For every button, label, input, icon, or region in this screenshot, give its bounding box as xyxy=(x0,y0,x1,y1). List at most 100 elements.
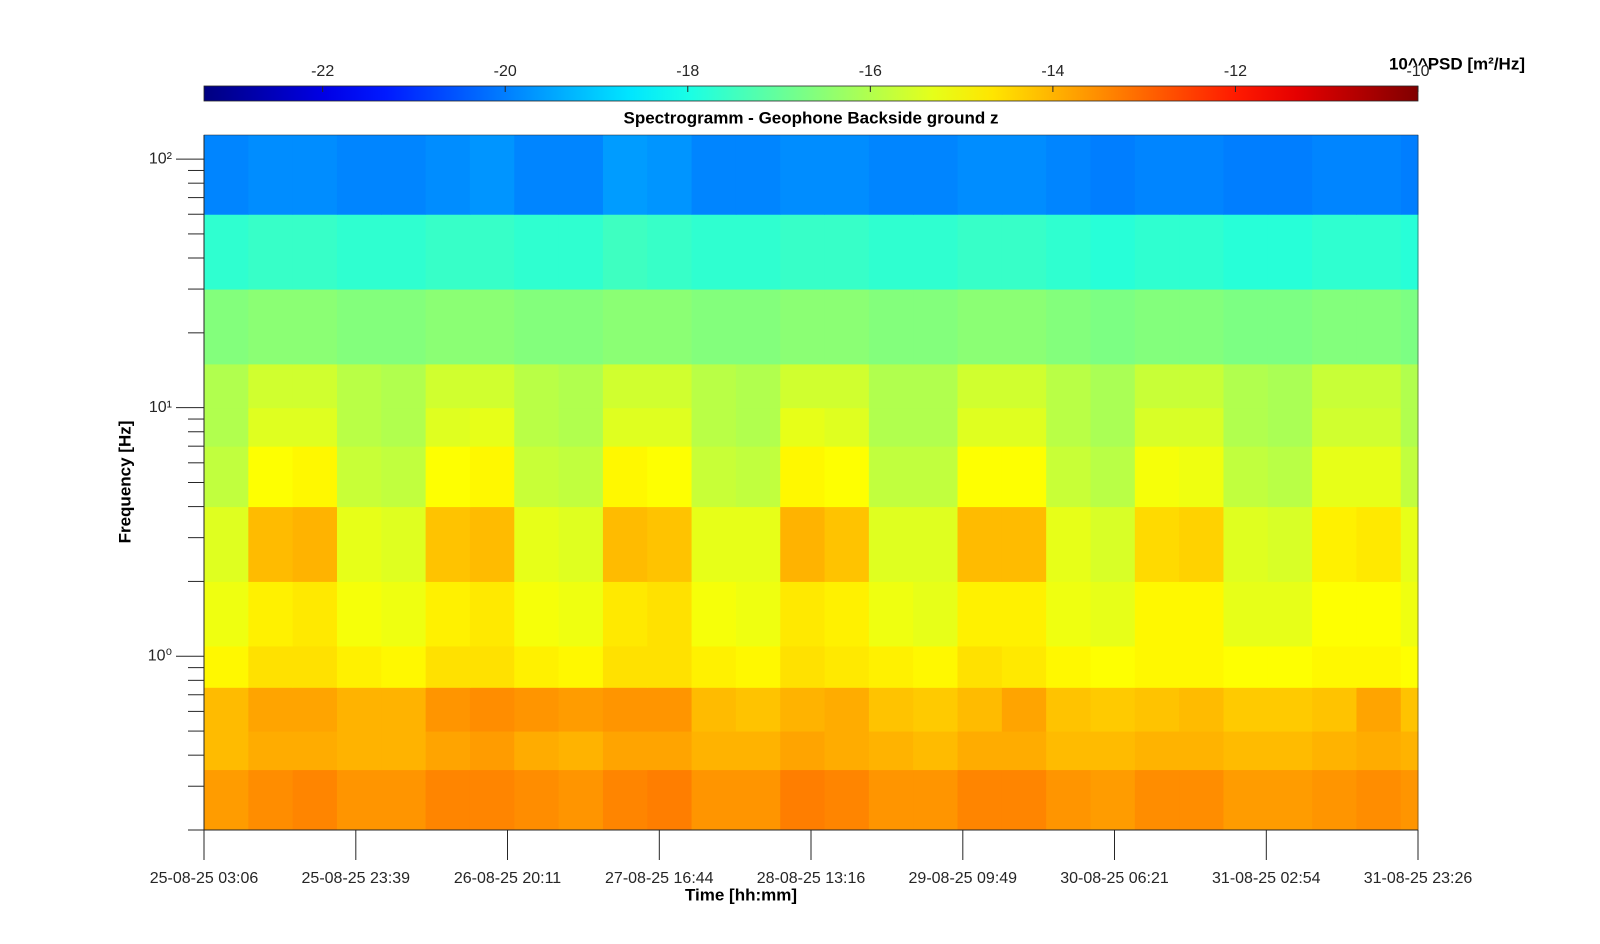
heatmap-cell xyxy=(735,214,781,290)
heatmap-cell xyxy=(1356,446,1402,508)
heatmap-cell xyxy=(602,581,648,647)
heatmap-cell xyxy=(1356,214,1402,290)
heatmap-cell xyxy=(1400,581,1419,647)
heatmap-cell xyxy=(647,214,693,290)
x-tick-label: 31-08-25 23:26 xyxy=(1364,870,1473,887)
heatmap-cell xyxy=(780,135,826,215)
heatmap-cell xyxy=(1179,581,1224,647)
heatmap-cell xyxy=(1179,135,1224,215)
heatmap-cell xyxy=(204,407,249,447)
heatmap-cell xyxy=(647,506,693,582)
heatmap-cell xyxy=(1090,135,1136,215)
heatmap-cell xyxy=(1267,769,1313,831)
heatmap-cell xyxy=(336,645,382,688)
heatmap-cell xyxy=(1223,769,1269,831)
heatmap-cell xyxy=(602,506,648,582)
heatmap-cell xyxy=(824,407,870,447)
heatmap-cell xyxy=(647,407,693,447)
heatmap-cell xyxy=(602,289,648,365)
heatmap-cell xyxy=(1267,731,1313,771)
heatmap-cell xyxy=(735,446,781,508)
heatmap-cell xyxy=(292,506,338,582)
heatmap-cell xyxy=(868,731,914,771)
heatmap-cell xyxy=(824,289,870,365)
heatmap-cell xyxy=(1267,214,1313,290)
heatmap-cell xyxy=(602,731,648,771)
heatmap-cell xyxy=(1090,645,1136,688)
heatmap-cell xyxy=(425,769,471,831)
heatmap-cell xyxy=(336,687,382,732)
heatmap-cell xyxy=(336,363,382,409)
heatmap-cell xyxy=(469,446,515,508)
heatmap-cell xyxy=(204,506,249,582)
heatmap-cell xyxy=(602,407,648,447)
heatmap-cell xyxy=(1312,446,1357,508)
heatmap-cell xyxy=(824,769,870,831)
heatmap-cell xyxy=(425,506,471,582)
heatmap-cell xyxy=(647,731,693,771)
heatmap-cell xyxy=(1090,687,1136,732)
heatmap-cell xyxy=(647,645,693,688)
heatmap-cell xyxy=(602,645,648,688)
heatmap-cell xyxy=(1134,581,1180,647)
heatmap-cell xyxy=(292,645,338,688)
heatmap-cell xyxy=(558,289,604,365)
heatmap-cell xyxy=(1001,645,1047,688)
colorbar-tick-label: -18 xyxy=(676,63,699,80)
heatmap-cell xyxy=(1223,687,1269,732)
heatmap-cell xyxy=(469,769,515,831)
heatmap-cell xyxy=(868,135,914,215)
heatmap-cell xyxy=(1400,214,1419,290)
heatmap-cell xyxy=(381,407,427,447)
heatmap-cell xyxy=(913,135,959,215)
heatmap-cell xyxy=(913,407,959,447)
heatmap-cell xyxy=(1134,363,1180,409)
heatmap-cell xyxy=(381,214,427,290)
heatmap-cell xyxy=(558,731,604,771)
heatmap-cell xyxy=(868,645,914,688)
heatmap-cell xyxy=(824,446,870,508)
heatmap-cell xyxy=(691,363,737,409)
heatmap-cell xyxy=(1046,214,1091,290)
heatmap-cell xyxy=(204,581,249,647)
heatmap-cell xyxy=(204,731,249,771)
heatmap-cell xyxy=(1179,645,1224,688)
heatmap-cell xyxy=(558,135,604,215)
heatmap-cell xyxy=(248,769,294,831)
heatmap-cell xyxy=(1312,581,1357,647)
colorbar-tick-label: -12 xyxy=(1224,63,1247,80)
heatmap-cell xyxy=(1312,214,1357,290)
heatmap-cell xyxy=(1356,506,1402,582)
heatmap-cell xyxy=(957,214,1003,290)
heatmap-cell xyxy=(824,581,870,647)
heatmap-cell xyxy=(957,407,1003,447)
heatmap-cell xyxy=(292,731,338,771)
x-tick-label: 31-08-25 02:54 xyxy=(1212,870,1321,887)
heatmap-cell xyxy=(248,506,294,582)
heatmap-cell xyxy=(336,506,382,582)
heatmap-cell xyxy=(381,446,427,508)
heatmap-cell xyxy=(248,687,294,732)
heatmap-cell xyxy=(1267,446,1313,508)
heatmap-cell xyxy=(248,731,294,771)
heatmap-cell xyxy=(602,769,648,831)
heatmap-cell xyxy=(602,135,648,215)
heatmap-cell xyxy=(1134,135,1180,215)
heatmap-cell xyxy=(1179,407,1224,447)
heatmap-cell xyxy=(1090,214,1136,290)
heatmap-cell xyxy=(1001,769,1047,831)
heatmap-cell xyxy=(248,581,294,647)
heatmap-cell xyxy=(248,214,294,290)
heatmap-cell xyxy=(735,289,781,365)
heatmap-cell xyxy=(292,363,338,409)
heatmap-cell xyxy=(913,731,959,771)
y-tick-label: 10¹ xyxy=(149,399,172,416)
heatmap-cell xyxy=(1046,289,1091,365)
heatmap-cell xyxy=(1001,407,1047,447)
heatmap-cell xyxy=(558,407,604,447)
heatmap-cell xyxy=(381,731,427,771)
heatmap-cell xyxy=(1179,687,1224,732)
heatmap-cell xyxy=(1001,214,1047,290)
heatmap-cell xyxy=(1400,446,1419,508)
